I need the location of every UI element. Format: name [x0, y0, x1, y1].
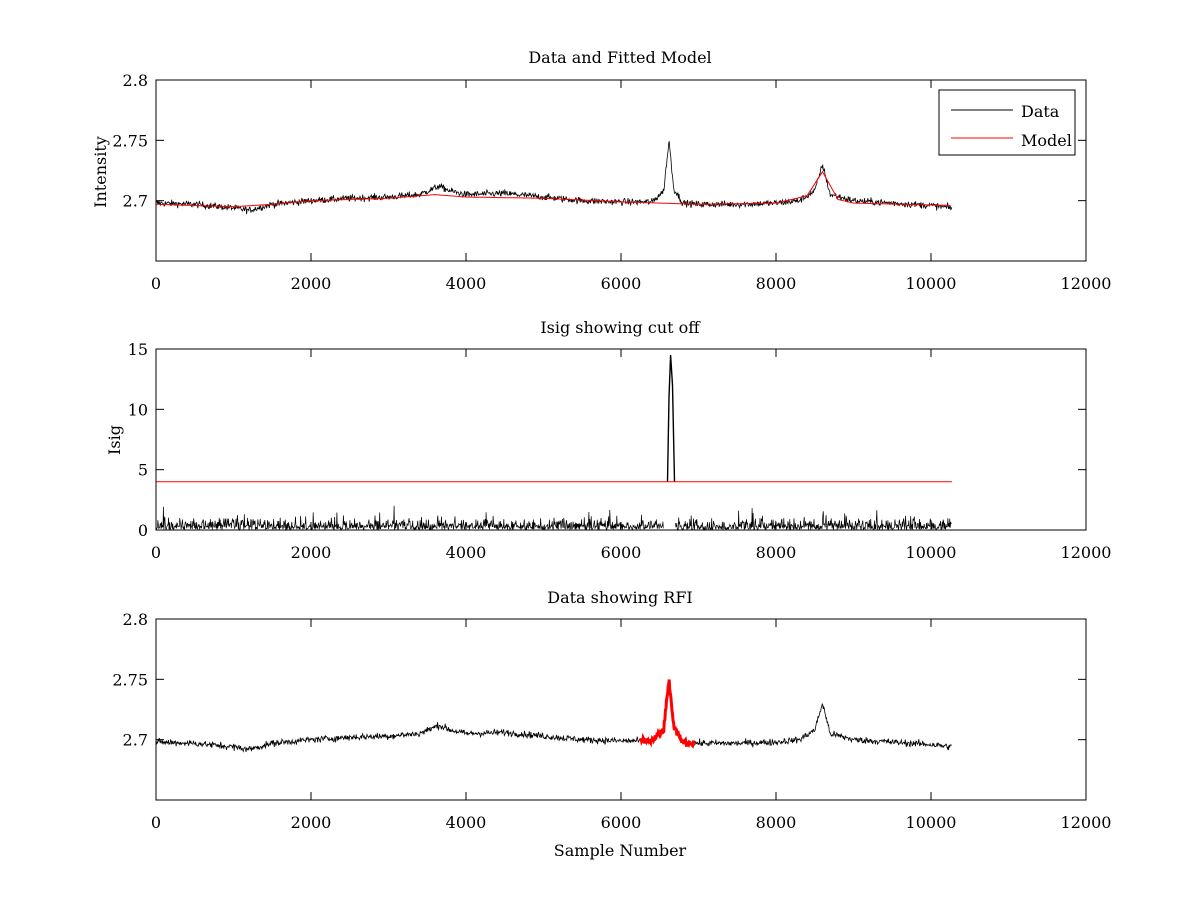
panel-data-and-model: Data and Fitted Model Intensity 0 2000 400…: [91, 48, 1111, 293]
series-isig-line: [155, 505, 952, 532]
x-tick-label: 12000: [1061, 274, 1112, 293]
panel2-ylabel: Isig: [105, 425, 124, 455]
y-tick-label: 2.8: [123, 71, 148, 90]
y-tick-label: 15: [128, 340, 148, 359]
x-tick-label: 4000: [446, 543, 487, 562]
y-tick-label: 10: [128, 400, 148, 419]
x-tick-label: 10000: [906, 274, 957, 293]
panel3-xlabel: Sample Number: [554, 841, 687, 860]
y-tick-label: 2.7: [123, 192, 148, 211]
y-tick-label: 2.7: [123, 731, 148, 750]
x-tick-label: 4000: [446, 274, 487, 293]
series-rfi-highlight: [639, 679, 696, 749]
y-tick-label: 0: [138, 521, 148, 540]
y-tick-label: 2.75: [112, 131, 148, 150]
x-tick-label: 0: [151, 543, 161, 562]
panel2-axes: 0 2000 4000 6000 8000 10000 12000 0 5 10 15: [128, 340, 1112, 562]
panel3-series: [155, 679, 953, 753]
x-tick-label: 2000: [291, 274, 332, 293]
panel-isig: Isig showing cut off Isig 0 2000 4000 6000 8…: [105, 318, 1111, 562]
x-tick-label: 12000: [1061, 813, 1112, 832]
x-tick-label: 2000: [291, 813, 332, 832]
series-model-line: [156, 170, 951, 208]
y-tick-label: 2.75: [112, 670, 148, 689]
x-tick-label: 8000: [756, 274, 797, 293]
legend-model-label: Model: [1021, 131, 1072, 150]
series-isig-spike: [666, 354, 676, 482]
panel3-title: Data showing RFI: [547, 588, 692, 607]
panel2-title: Isig showing cut off: [540, 318, 701, 337]
series-data-line: [155, 702, 953, 753]
x-tick-label: 8000: [756, 543, 797, 562]
x-tick-label: 10000: [906, 543, 957, 562]
x-tick-label: 0: [151, 813, 161, 832]
x-tick-label: 4000: [446, 813, 487, 832]
panel2-series: [155, 354, 952, 532]
legend-data-label: Data: [1021, 102, 1060, 121]
x-tick-label: 0: [151, 274, 161, 293]
panel-rfi: Data showing RFI Sample Number 0 2000 4000…: [112, 588, 1111, 860]
x-tick-label: 10000: [906, 813, 957, 832]
panel1-ylabel: Intensity: [91, 136, 110, 208]
x-tick-label: 6000: [601, 543, 642, 562]
x-tick-label: 6000: [601, 813, 642, 832]
x-tick-label: 12000: [1061, 543, 1112, 562]
x-tick-label: 8000: [756, 813, 797, 832]
y-tick-label: 5: [138, 461, 148, 480]
panel1-axes: 0 2000 4000 6000 8000 10000 12000 2.7 2.75 2.8: [112, 71, 1111, 293]
x-tick-label: 6000: [601, 274, 642, 293]
panel3-axes: 0 2000 4000 6000 8000 10000 12000 2.7 2.75 2.8: [112, 610, 1111, 832]
legend-box: [938, 89, 1076, 156]
y-tick-label: 2.8: [123, 610, 148, 629]
panel1-title: Data and Fitted Model: [528, 48, 711, 67]
panel1-series: [155, 141, 953, 215]
legend: Data Model: [938, 89, 1076, 156]
x-tick-label: 2000: [291, 543, 332, 562]
